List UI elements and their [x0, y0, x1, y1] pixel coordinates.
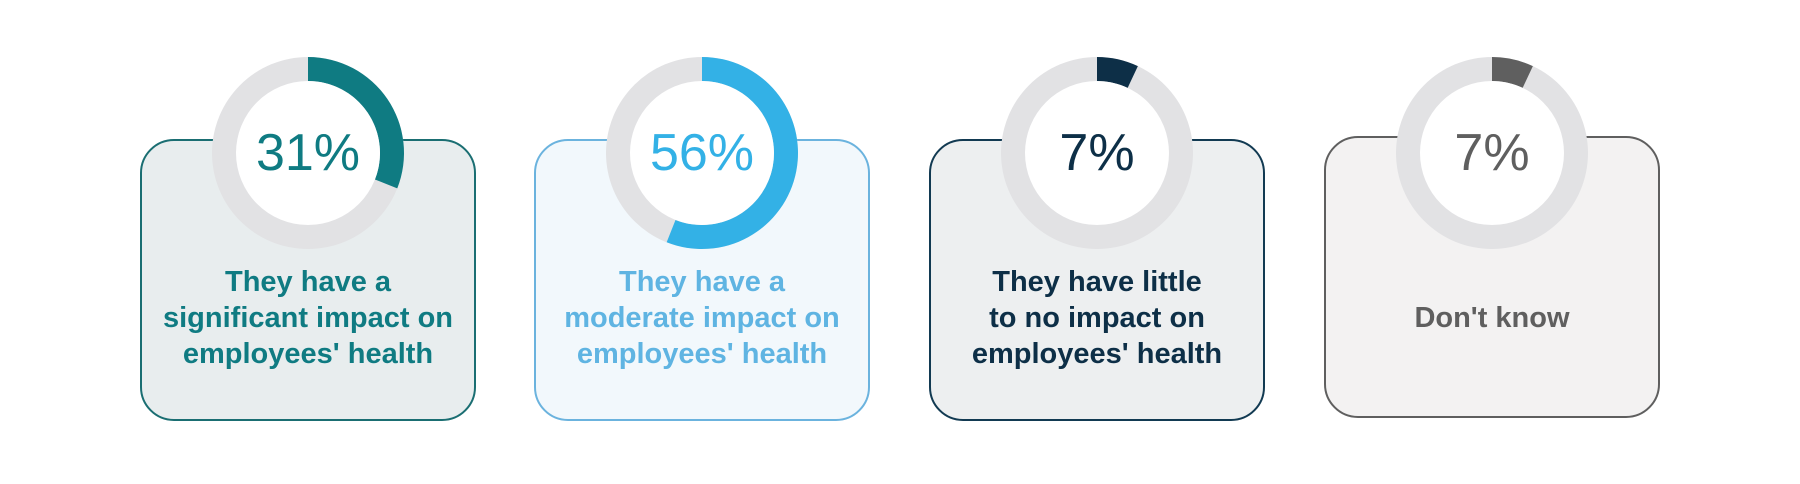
category-label: They have a significant impact on employ…: [162, 266, 454, 370]
donut-chart: [208, 53, 408, 253]
donut-segment: [308, 57, 404, 189]
donut-svg: [1001, 57, 1193, 249]
donut-chart: [1392, 53, 1592, 253]
donut-chart: [602, 53, 802, 253]
donut-segment: [1097, 57, 1138, 88]
donut-chart: [997, 53, 1197, 253]
donut-hole: [630, 81, 774, 225]
donut-hole: [236, 81, 380, 225]
category-label: Don't know: [1414, 302, 1570, 334]
percentage-label: 56%: [649, 124, 755, 182]
donut-segment: [666, 57, 798, 249]
category-label: They have little to no impact on employe…: [971, 266, 1223, 370]
donut-segment: [1492, 57, 1533, 88]
donut-hole: [1420, 81, 1564, 225]
donut-svg: [1396, 57, 1588, 249]
percentage-label: 7%: [1454, 124, 1530, 182]
percentage-label: 7%: [1059, 124, 1135, 182]
donut-svg: [606, 57, 798, 249]
category-label: They have a moderate impact on employees…: [564, 266, 840, 370]
percentage-label: 31%: [255, 124, 361, 182]
donut-hole: [1025, 81, 1169, 225]
donut-svg: [212, 57, 404, 249]
